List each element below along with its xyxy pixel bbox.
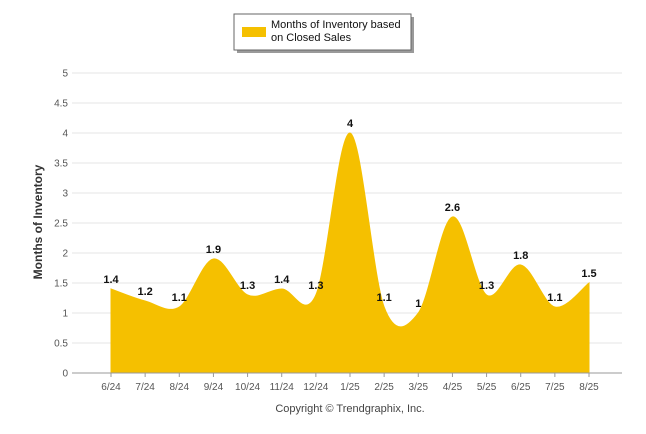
x-tick-label: 9/24 [204, 382, 224, 393]
x-tick-label: 3/25 [409, 382, 429, 393]
y-tick-label: 1.5 [54, 279, 68, 290]
x-tick-label: 6/24 [101, 382, 121, 393]
data-label: 1.3 [479, 280, 494, 292]
y-tick-label: 4 [62, 129, 68, 140]
y-tick-label: 3 [62, 189, 68, 200]
data-label: 1.1 [172, 292, 187, 304]
data-label: 1.9 [206, 244, 221, 256]
x-tick-labels: 6/24 7/24 8/24 9/24 10/24 11/24 12/24 1/25 2/25 3… [101, 373, 599, 393]
data-label: 1.8 [513, 250, 528, 262]
data-label: 1.5 [581, 268, 596, 280]
y-tick-label: 0 [62, 369, 68, 380]
x-tick-label: 6/25 [511, 382, 531, 393]
x-tick-label: 7/25 [545, 382, 565, 393]
y-tick-labels: 0 0.5 1 1.5 2 2.5 3 3.5 4 4.5 5 [54, 69, 68, 380]
copyright-footer: Copyright © Trendgraphix, Inc. [275, 403, 424, 415]
legend: Months of Inventory based on Closed Sale… [233, 13, 414, 53]
data-label: 1.4 [103, 274, 119, 286]
data-label: 1.4 [274, 274, 290, 286]
y-tick-label: 2 [62, 249, 68, 260]
legend-label-line2: on Closed Sales [271, 32, 352, 44]
y-tick-label: 3.5 [54, 159, 68, 170]
x-tick-label: 2/25 [374, 382, 394, 393]
y-tick-label: 4.5 [54, 99, 68, 110]
x-tick-label: 7/24 [135, 382, 155, 393]
x-tick-label: 12/24 [303, 382, 328, 393]
legend-swatch [242, 27, 266, 37]
legend-label-line1: Months of Inventory based [271, 19, 401, 31]
data-label: 2.6 [445, 202, 460, 214]
x-tick-label: 8/25 [579, 382, 599, 393]
data-label: 1 [415, 298, 421, 310]
data-label: 1.3 [308, 280, 323, 292]
data-labels: 1.4 1.2 1.1 1.9 1.3 1.4 1.3 4 1.1 1 2.6 1.3 1.8 1.1 1.… [103, 118, 596, 310]
y-tick-label: 1 [62, 309, 68, 320]
data-label: 1.1 [547, 292, 562, 304]
y-tick-label: 0.5 [54, 339, 68, 350]
y-tick-label: 5 [62, 69, 68, 80]
x-tick-label: 10/24 [235, 382, 260, 393]
data-label: 4 [347, 118, 354, 130]
y-tick-label: 2.5 [54, 219, 68, 230]
x-tick-label: 8/24 [170, 382, 190, 393]
data-label: 1.2 [137, 286, 152, 298]
x-tick-label: 11/24 [270, 382, 295, 393]
x-tick-label: 1/25 [340, 382, 360, 393]
y-axis-label: Months of Inventory [31, 164, 45, 279]
data-label: 1.3 [240, 280, 255, 292]
x-tick-label: 4/25 [443, 382, 463, 393]
data-label: 1.1 [376, 292, 391, 304]
series-area [110, 132, 590, 374]
x-tick-label: 5/25 [477, 382, 497, 393]
